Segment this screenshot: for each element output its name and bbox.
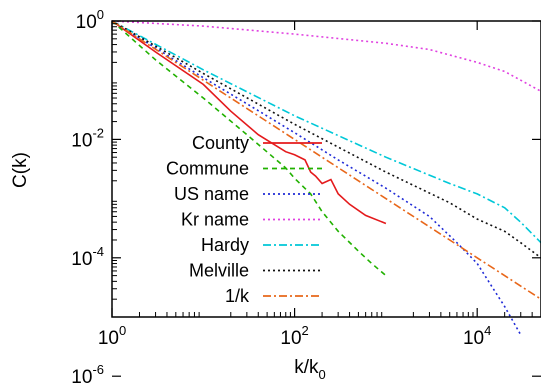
legend-label-0: County bbox=[192, 133, 249, 153]
series-line-5 bbox=[111, 20, 541, 259]
plot-frame bbox=[111, 20, 541, 318]
y-tick-label: 10-6 bbox=[71, 362, 104, 385]
series-line-1 bbox=[111, 20, 387, 277]
x-tick-exp: 4 bbox=[484, 323, 491, 338]
y-tick-label: 10-2 bbox=[71, 125, 104, 151]
series-line-3 bbox=[111, 20, 541, 93]
x-tick-exp: 0 bbox=[119, 323, 126, 338]
y-tick-exp: -2 bbox=[92, 125, 104, 140]
y-tick-base: 10 bbox=[71, 130, 92, 151]
x-tick-base: 10 bbox=[280, 328, 301, 349]
series-line-0 bbox=[111, 20, 387, 225]
x-axis-label: k/k0 bbox=[294, 357, 326, 382]
x-tick-label: 102 bbox=[280, 323, 308, 349]
x-tick-base: 10 bbox=[463, 328, 484, 349]
y-tick-base: 10 bbox=[76, 12, 97, 33]
y-tick-label: 10-4 bbox=[71, 244, 104, 270]
legend: County Commune US name Kr name Hardy Melville… bbox=[166, 133, 322, 306]
y-tick-base: 10 bbox=[71, 367, 92, 385]
x-axis-label-sub: 0 bbox=[319, 367, 326, 382]
series-line-2 bbox=[111, 20, 522, 336]
series-line-4 bbox=[111, 20, 541, 244]
series-line-6 bbox=[111, 20, 541, 300]
x-tick-exp: 2 bbox=[302, 323, 309, 338]
y-tick-base: 10 bbox=[71, 249, 92, 270]
series-lines bbox=[111, 20, 541, 336]
legend-label-1: Commune bbox=[166, 159, 249, 179]
y-tick-exp: 0 bbox=[97, 7, 104, 22]
x-tick-label: 100 bbox=[98, 323, 126, 349]
x-tick-label: 104 bbox=[463, 323, 491, 349]
legend-label-6: 1/k bbox=[225, 286, 250, 306]
legend-label-5: Melville bbox=[189, 261, 249, 281]
legend-label-2: US name bbox=[174, 184, 249, 204]
y-tick-label: 100 bbox=[76, 7, 104, 33]
x-axis-label-main: k/k bbox=[294, 357, 319, 378]
y-tick-exp: -4 bbox=[92, 244, 104, 259]
y-axis-label: C(k) bbox=[10, 152, 31, 188]
y-tick-exp: -6 bbox=[92, 362, 104, 377]
legend-label-3: Kr name bbox=[181, 210, 249, 230]
x-tick-base: 10 bbox=[98, 328, 119, 349]
legend-label-4: Hardy bbox=[201, 235, 249, 255]
